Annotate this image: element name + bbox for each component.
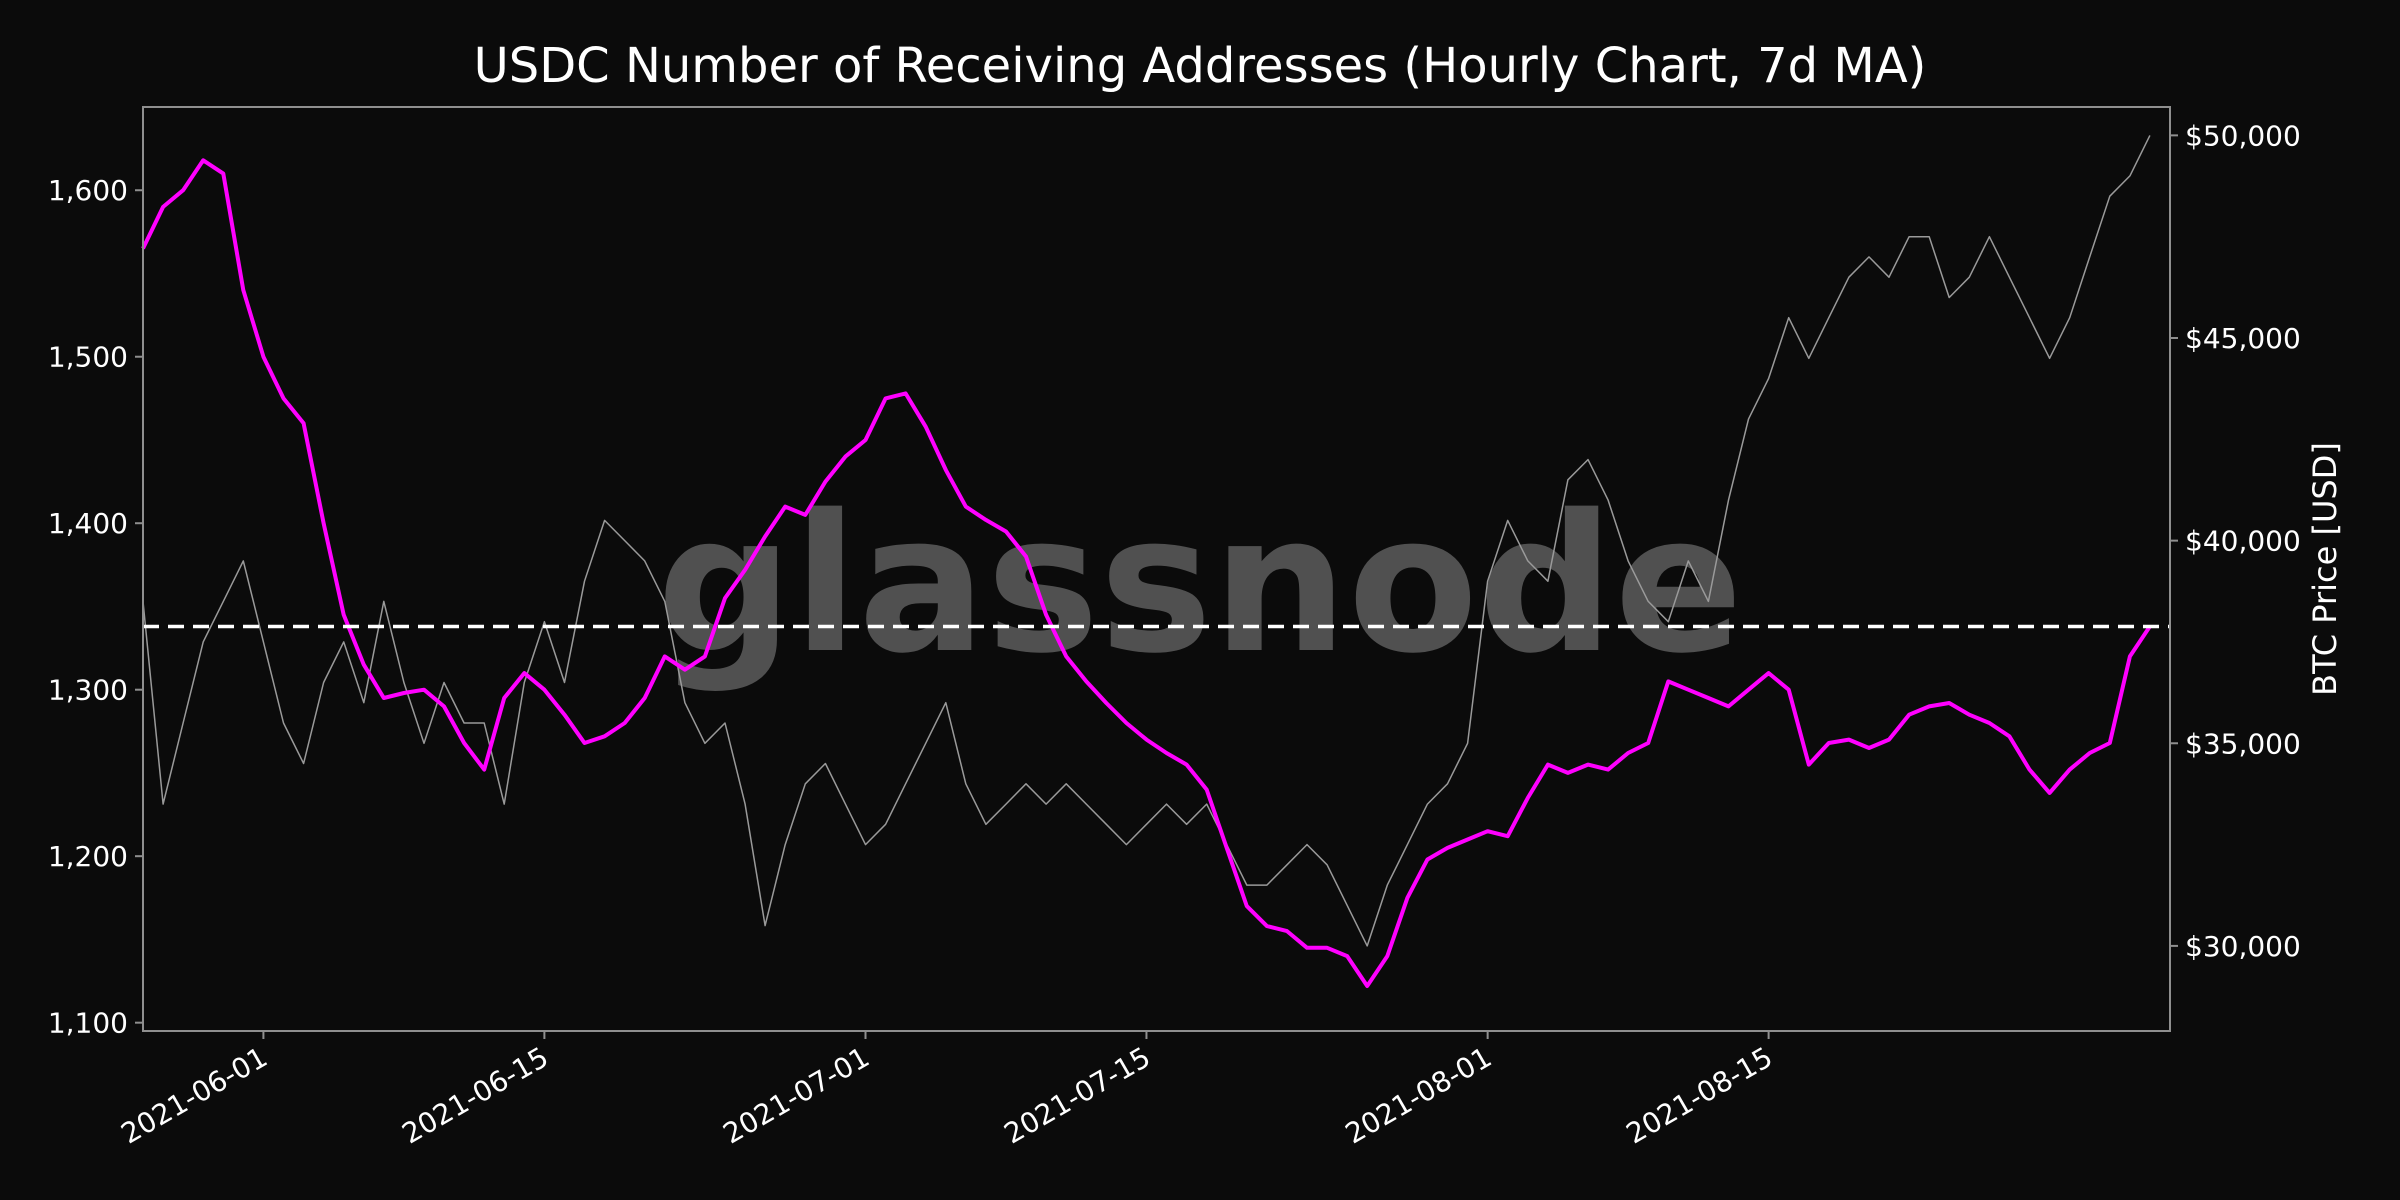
left-tick-label: 1,400 (48, 507, 128, 540)
plot-area (141, 135, 2170, 988)
watermark: glassnode (657, 474, 1743, 695)
right-tick-label: $40,000 (2185, 525, 2301, 558)
left-tick-label: 1,300 (48, 674, 128, 707)
right-tick-label: $45,000 (2185, 322, 2301, 355)
right-tick-label: $35,000 (2185, 727, 2301, 760)
btc-price-line (142, 135, 2151, 947)
chart-title: USDC Number of Receiving Addresses (Hour… (474, 38, 1927, 94)
left-tick-label: 1,200 (48, 840, 128, 873)
left-tick-label: 1,100 (48, 1007, 128, 1040)
left-tick-label: 1,500 (48, 341, 128, 374)
left-tick-label: 1,600 (48, 174, 128, 207)
right-axis-label: BTC Price [USD] (2306, 442, 2344, 696)
right-tick-label: $30,000 (2185, 930, 2301, 963)
receiving-addresses-line (141, 158, 2152, 988)
left-axis: 1,100 1,200 1,300 1,400 1,500 1,600 (48, 174, 143, 1040)
right-tick-label: $50,000 (2185, 119, 2301, 152)
right-axis: $30,000 $35,000 $40,000 $45,000 $50,000 (2170, 119, 2301, 963)
plot-frame (142, 106, 2171, 1032)
